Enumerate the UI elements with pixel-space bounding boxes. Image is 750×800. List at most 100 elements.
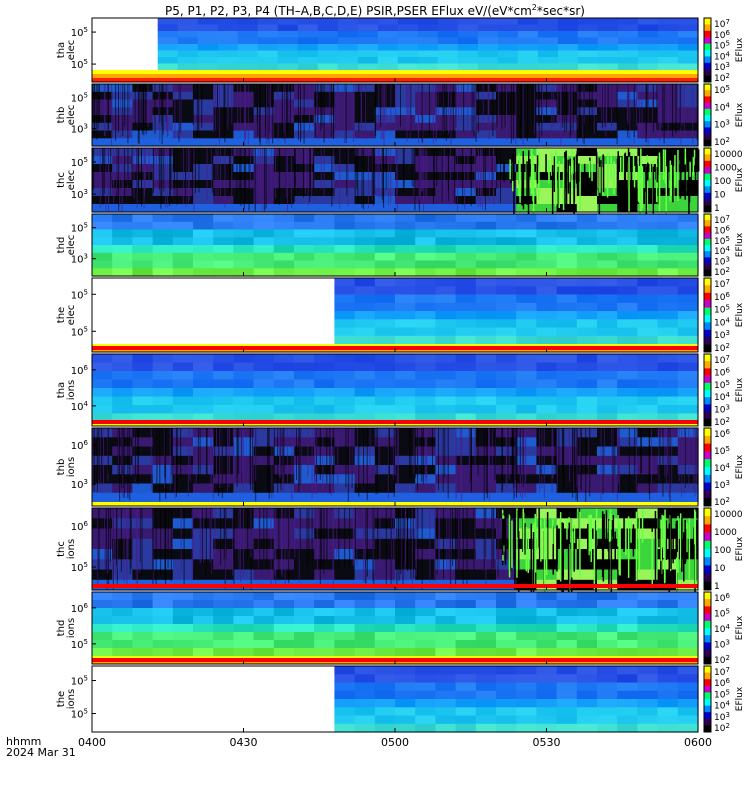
colorbar-label: EFlux <box>735 37 745 62</box>
panel-ylabel-probe: tha <box>56 382 67 398</box>
x-tick-label: 0500 <box>381 736 409 749</box>
y-tick-label: 105 <box>71 58 88 71</box>
spectrogram-cells <box>334 278 699 345</box>
y-tick-label: 106 <box>71 602 89 615</box>
colorbar-tick-label: 102 <box>714 72 730 84</box>
colorbar-tick-label: 105 <box>714 688 730 700</box>
colorbar-tick-label: 10000 <box>714 150 743 160</box>
colorbar-tick-label: 105 <box>714 445 730 457</box>
colorbar-thb-elec: 105 104 103 102 EFlux <box>703 83 745 148</box>
y-tick-label: 105 <box>71 708 88 721</box>
y-tick-label: 103 <box>71 188 88 201</box>
panel-ylabel-species: ions <box>66 689 77 709</box>
y-tick-label: 105 <box>71 156 88 169</box>
colorbar-tick-label: 106 <box>714 29 730 41</box>
spectrogram-cells <box>92 214 699 277</box>
colorbar-thc-ions: 10000 1000 100 10 1 EFlux <box>703 507 745 592</box>
spectrogram-cells <box>334 666 699 733</box>
colorbar-tick-label: 1000 <box>714 528 737 538</box>
colorbar-tick-label: 103 <box>714 639 730 651</box>
panel-ylabel-species: ions <box>66 380 77 400</box>
colorbar-label: EFlux <box>735 232 745 257</box>
panel-ylabel-species: elec <box>66 105 77 126</box>
y-tick-label: 103 <box>71 253 88 266</box>
colorbar-tick-label: 103 <box>714 711 730 723</box>
colorbar-thc-elec: 10000 1000 100 10 1 EFlux <box>703 147 745 214</box>
colorbar-tick-label: 1 <box>714 582 720 592</box>
time-format-label: hhmm <box>6 735 42 748</box>
colorbar-label: EFlux <box>735 454 745 479</box>
colorbar-tick-label: 104 <box>714 101 730 113</box>
panel-ylabel-species: ions <box>66 539 77 559</box>
colorbar-tick-label: 102 <box>714 654 730 666</box>
colorbar-tick-label: 103 <box>714 61 730 73</box>
colorbar-tick-label: 103 <box>714 119 730 131</box>
colorbar-tick-label: 106 <box>714 592 730 604</box>
panel-ylabel-species: elec <box>66 170 77 191</box>
colorbar-label: EFlux <box>735 302 745 327</box>
colorbar-tick-label: 104 <box>714 623 730 635</box>
colorbar-tick-label: 104 <box>714 391 730 403</box>
colorbar-label: EFlux <box>735 536 745 561</box>
colorbar-tick-label: 104 <box>714 245 730 257</box>
colorbar-tick-label: 105 <box>714 40 730 52</box>
low-energy-band <box>92 74 698 78</box>
colorbar-tick-label: 107 <box>714 18 730 30</box>
colorbar-tick-label: 107 <box>714 214 730 226</box>
panel-ylabel-probe: the <box>56 307 67 323</box>
y-tick-label: 105 <box>71 222 88 235</box>
low-energy-band <box>92 70 698 74</box>
colorbar-thd-ions: 106 105 104 103 102 EFlux <box>703 591 745 666</box>
colorbar-tick-label: 102 <box>714 136 730 148</box>
panel-ylabel-species: ions <box>66 457 77 477</box>
colorbar-tick-label: 103 <box>714 404 730 416</box>
y-tick-label: 103 <box>71 123 88 136</box>
colorbar-tick-label: 1000 <box>714 164 737 174</box>
colorbar-tick-label: 105 <box>714 84 730 96</box>
x-tick-label: 0530 <box>532 736 561 749</box>
spectrogram-cells <box>92 592 699 657</box>
panel-ylabel-probe: tha <box>56 42 67 58</box>
colorbar-tick-label: 10 <box>714 564 726 574</box>
colorbar-tick-label: 104 <box>714 50 730 62</box>
colorbar-tick-label: 102 <box>714 722 730 734</box>
title-text: P5, P1, P2, P3, P4 (TH–A,B,C,D,E) PSIR,P… <box>165 4 532 18</box>
panel-ylabel-probe: thd <box>56 620 67 637</box>
y-tick-label: 106 <box>71 364 89 377</box>
y-tick-label: 105 <box>71 638 88 651</box>
panel-thc-ions: thc ions 106 105 10000 1000 100 10 1 EFlux <box>56 507 745 603</box>
colorbar-tick-label: 102 <box>714 416 730 428</box>
colorbar-tick-label: 103 <box>714 479 730 491</box>
spectrogram-cells <box>92 508 699 603</box>
colorbar-thb-ions: 106 105 104 103 102 EFlux <box>703 427 745 508</box>
colorbar-tick-label: 1 <box>714 204 720 214</box>
colorbar-tick-label: 104 <box>714 462 730 474</box>
title-exponent: 2 <box>531 3 537 12</box>
colorbar-tick-label: 107 <box>714 666 730 678</box>
x-tick-label: 0400 <box>78 736 106 749</box>
colorbar-label: EFlux <box>735 102 745 127</box>
colorbar-tick-label: 106 <box>714 428 730 440</box>
panel-ylabel-probe: the <box>56 691 67 707</box>
colorbar-tick-label: 102 <box>714 342 730 354</box>
colorbar-tick-label: 105 <box>714 235 730 247</box>
colorbar-tick-label: 106 <box>714 224 730 236</box>
colorbar-tick-label: 103 <box>714 329 730 341</box>
colorbar-label: EFlux <box>735 377 745 402</box>
colorbar-tick-label: 106 <box>714 677 730 689</box>
panel-ylabel-probe: thc <box>56 172 67 188</box>
y-tick-label: 103 <box>71 478 88 491</box>
spectrogram-cells <box>92 428 699 503</box>
colorbar-tick-label: 107 <box>714 278 730 290</box>
y-tick-label: 106 <box>71 520 89 533</box>
y-tick-label: 105 <box>71 288 88 301</box>
colorbar-tick-label: 102 <box>714 266 730 278</box>
